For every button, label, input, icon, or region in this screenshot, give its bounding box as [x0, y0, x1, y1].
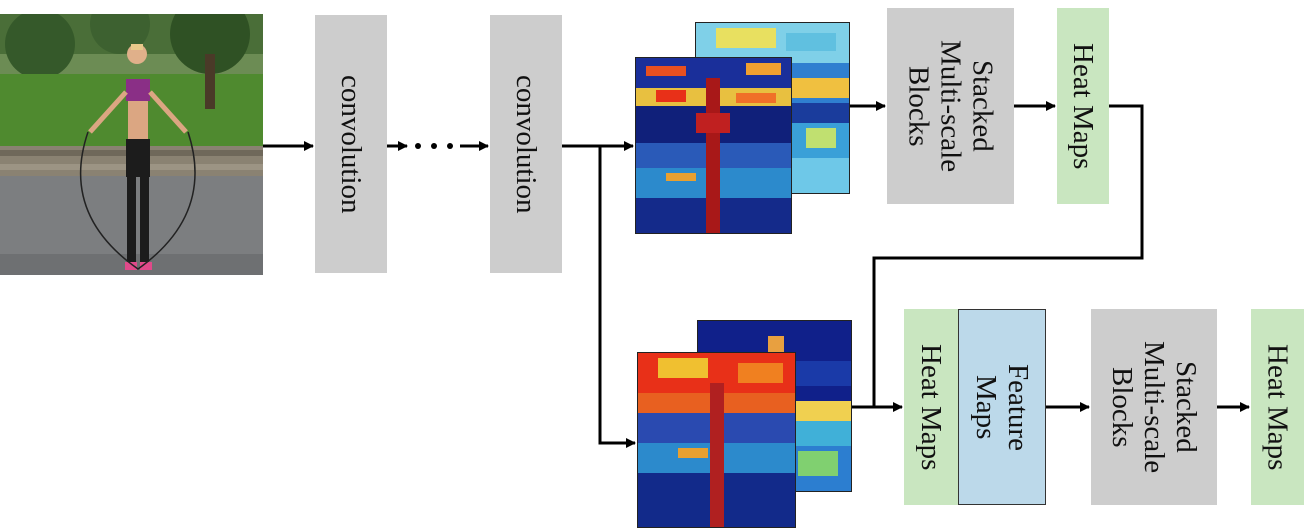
stacked-block-2-line-1: Stacked: [1170, 361, 1202, 453]
heat-maps-block-1: Heat Maps: [1057, 8, 1109, 204]
heat-maps-block-2: Heat Maps: [904, 309, 958, 505]
feature-map-top-front: [635, 57, 792, 234]
stacked-block-line-2: Multi-scale: [934, 39, 967, 173]
convolution-label-2: convolution: [510, 74, 542, 214]
stacked-block-2-line-3: Blocks: [1106, 366, 1138, 448]
stacked-multiscale-block-1: Stacked Multi-scale Blocks: [887, 8, 1014, 204]
person-photo-icon: [0, 14, 263, 275]
arrow-heat-loop: [872, 104, 1144, 407]
feature-map-bottom-front: [637, 352, 796, 528]
stacked-block-line-1: Stacked: [966, 60, 999, 152]
arrow-conv-to-bottom-maps: [598, 146, 636, 448]
input-photo: [0, 14, 263, 275]
stacked-multiscale-block-2: Stacked Multi-scale Blocks: [1091, 309, 1217, 505]
convolution-block-1: convolution: [315, 15, 387, 273]
stacked-block-label-1: Stacked Multi-scale Blocks: [903, 40, 999, 172]
feature-map-image-icon: [638, 353, 795, 527]
convolution-label-1: convolution: [335, 74, 367, 214]
feature-map-image-icon: [636, 58, 791, 233]
stacked-block-line-3: Blocks: [902, 65, 935, 147]
feature-maps-line-1: Feature: [1002, 363, 1034, 451]
convolution-block-2: convolution: [490, 15, 562, 273]
heat-maps-label-1: Heat Maps: [1067, 42, 1099, 170]
stacked-block-2-line-2: Multi-scale: [1138, 340, 1170, 474]
heat-maps-label-2: Heat Maps: [915, 343, 947, 471]
ellipsis-dots: [415, 143, 453, 149]
heat-maps-label-3: Heat Maps: [1261, 343, 1294, 471]
feature-maps-block: Feature Maps: [958, 309, 1046, 505]
feature-maps-line-2: Maps: [970, 374, 1002, 440]
heat-maps-block-3: Heat Maps: [1251, 309, 1304, 505]
stacked-block-label-2: Stacked Multi-scale Blocks: [1106, 341, 1202, 473]
feature-maps-label: Feature Maps: [970, 364, 1034, 451]
